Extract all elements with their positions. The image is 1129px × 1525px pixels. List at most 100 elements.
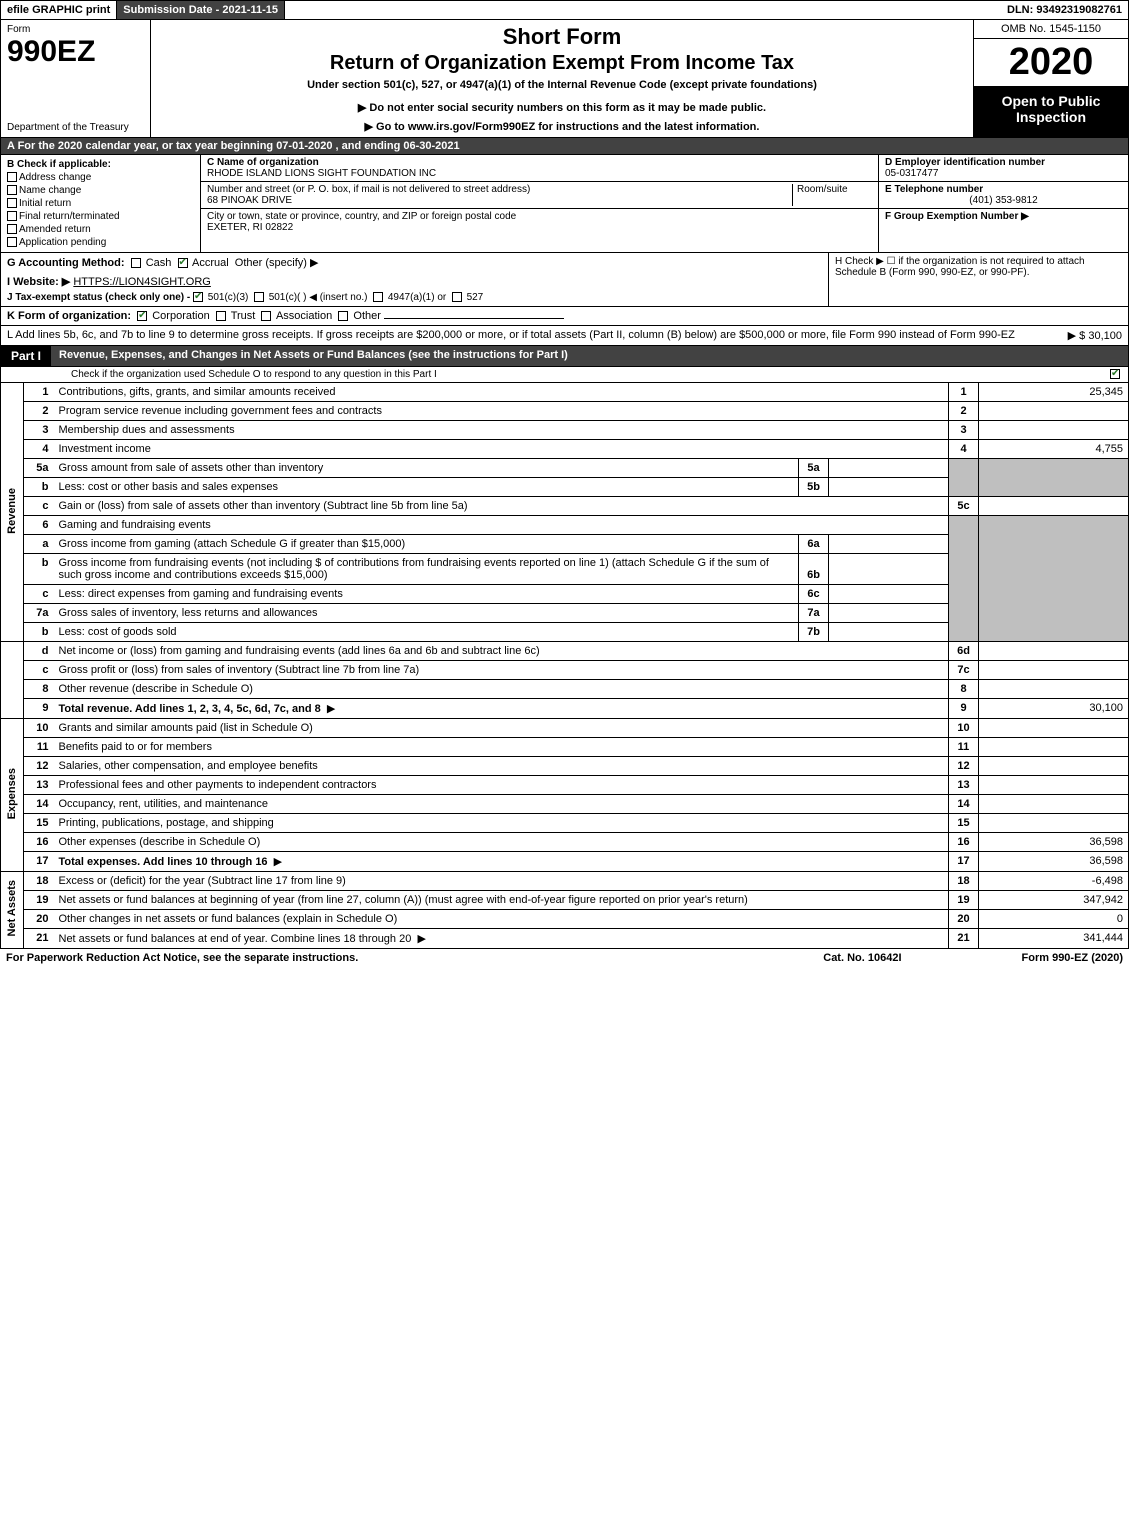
chk-other-org[interactable]: [338, 311, 348, 321]
line-no: 2: [24, 402, 54, 421]
line-amount: [979, 402, 1129, 421]
grey-cell: [979, 459, 1129, 497]
line-ref: 9: [949, 699, 979, 719]
accrual-label: Accrual: [192, 257, 229, 269]
line-no: a: [24, 535, 54, 554]
sub-no: 6b: [799, 554, 829, 585]
line-desc: Benefits paid to or for members: [54, 738, 949, 757]
line-no: 19: [24, 891, 54, 910]
chk-name-change[interactable]: Name change: [7, 185, 194, 196]
section-b: B Check if applicable: Address change Na…: [1, 155, 201, 252]
chk-501c[interactable]: [254, 292, 264, 302]
line-ref: 1: [949, 383, 979, 402]
topbar-spacer: [285, 7, 1001, 13]
line-ref: 11: [949, 738, 979, 757]
chk-address-change[interactable]: Address change: [7, 172, 194, 183]
sub-no: 5a: [799, 459, 829, 478]
k-other-line[interactable]: [384, 318, 564, 319]
chk-initial-return[interactable]: Initial return: [7, 198, 194, 209]
chk-corporation[interactable]: [137, 311, 147, 321]
line-no: 16: [24, 833, 54, 852]
header-middle: Short Form Return of Organization Exempt…: [151, 20, 973, 137]
line-amount: [979, 642, 1129, 661]
line-no: 1: [24, 383, 54, 402]
line-ref: 2: [949, 402, 979, 421]
identity-block: B Check if applicable: Address change Na…: [0, 155, 1129, 253]
ssn-warning: ▶ Do not enter social security numbers o…: [155, 101, 969, 114]
sub-val: [829, 554, 949, 585]
chk-label: Application pending: [19, 237, 106, 248]
efile-print[interactable]: efile GRAPHIC print: [1, 1, 117, 19]
section-def: D Employer identification number 05-0317…: [878, 155, 1128, 252]
chk-final-return[interactable]: Final return/terminated: [7, 211, 194, 222]
chk-501c3[interactable]: [193, 292, 203, 302]
chk-schedule-o[interactable]: [1110, 369, 1120, 379]
b-label: B Check if applicable:: [7, 159, 194, 170]
dln-value: 93492319082761: [1036, 4, 1122, 16]
part-i-header: Part I Revenue, Expenses, and Changes in…: [0, 346, 1129, 367]
line-amount: 25,345: [979, 383, 1129, 402]
sub-no: 7a: [799, 604, 829, 623]
part-i-sub-text: Check if the organization used Schedule …: [71, 369, 437, 380]
line-ref: 15: [949, 814, 979, 833]
chk-trust[interactable]: [216, 311, 226, 321]
line-no: d: [24, 642, 54, 661]
j-opt1: 501(c)(3): [208, 292, 249, 303]
chk-527[interactable]: [452, 292, 462, 302]
chk-association[interactable]: [261, 311, 271, 321]
chk-amended-return[interactable]: Amended return: [7, 224, 194, 235]
other-label: Other (specify) ▶: [235, 257, 319, 269]
line-desc: Gross amount from sale of assets other t…: [54, 459, 799, 478]
grey-cell: [949, 459, 979, 497]
h-schedule-b: H Check ▶ ☐ if the organization is not r…: [828, 253, 1128, 306]
subdate-value: 2021-11-15: [222, 4, 278, 16]
line-ref: 5c: [949, 497, 979, 516]
chk-4947[interactable]: [373, 292, 383, 302]
sub-no: 6c: [799, 585, 829, 604]
line-ref: 20: [949, 910, 979, 929]
form-header: Form 990EZ Department of the Treasury Sh…: [0, 20, 1129, 138]
line-ref: 17: [949, 852, 979, 872]
k-other: Other: [353, 310, 381, 322]
line-no: 10: [24, 719, 54, 738]
line-ref: 19: [949, 891, 979, 910]
j-label: J Tax-exempt status (check only one) -: [7, 292, 190, 303]
financial-table-2: d Net income or (loss) from gaming and f…: [0, 642, 1129, 949]
line-amount: [979, 680, 1129, 699]
top-bar: efile GRAPHIC print Submission Date - 20…: [0, 0, 1129, 20]
chk-application-pending[interactable]: Application pending: [7, 237, 194, 248]
line-desc: Less: cost or other basis and sales expe…: [54, 478, 799, 497]
org-name: RHODE ISLAND LIONS SIGHT FOUNDATION INC: [207, 168, 872, 179]
line-amount: [979, 814, 1129, 833]
line-amount: 36,598: [979, 833, 1129, 852]
title-return: Return of Organization Exempt From Incom…: [155, 52, 969, 75]
line-amount: 341,444: [979, 929, 1129, 949]
line-no: 7a: [24, 604, 54, 623]
telephone: (401) 353-9812: [885, 195, 1122, 206]
g-accounting: G Accounting Method: Cash Accrual Other …: [1, 253, 828, 306]
line-no: 5a: [24, 459, 54, 478]
line-desc: Less: cost of goods sold: [54, 623, 799, 642]
line-amount: -6,498: [979, 872, 1129, 891]
line-desc: Net income or (loss) from gaming and fun…: [54, 642, 949, 661]
org-street: 68 PINOAK DRIVE: [207, 195, 792, 206]
chk-cash[interactable]: [131, 258, 141, 268]
chk-label: Initial return: [19, 198, 71, 209]
k-trust: Trust: [231, 310, 256, 322]
line-desc: Gaming and fundraising events: [54, 516, 949, 535]
line-no: 14: [24, 795, 54, 814]
netassets-label: Net Assets: [1, 872, 24, 949]
tax-year: 2020: [974, 39, 1128, 87]
line-ref: 6d: [949, 642, 979, 661]
chk-accrual[interactable]: [178, 258, 188, 268]
goto-link[interactable]: ▶ Go to www.irs.gov/Form990EZ for instru…: [155, 120, 969, 133]
line-amount: 36,598: [979, 852, 1129, 872]
cash-label: Cash: [146, 257, 172, 269]
k-assoc: Association: [276, 310, 332, 322]
line-desc: Gross profit or (loss) from sales of inv…: [54, 661, 949, 680]
tax-period-banner: A For the 2020 calendar year, or tax yea…: [0, 138, 1129, 155]
sub-val: [829, 604, 949, 623]
org-city: EXETER, RI 02822: [207, 222, 872, 233]
financial-table: Revenue 1 Contributions, gifts, grants, …: [0, 383, 1129, 642]
website-url[interactable]: HTTPS://LION4SIGHT.ORG: [73, 276, 211, 288]
